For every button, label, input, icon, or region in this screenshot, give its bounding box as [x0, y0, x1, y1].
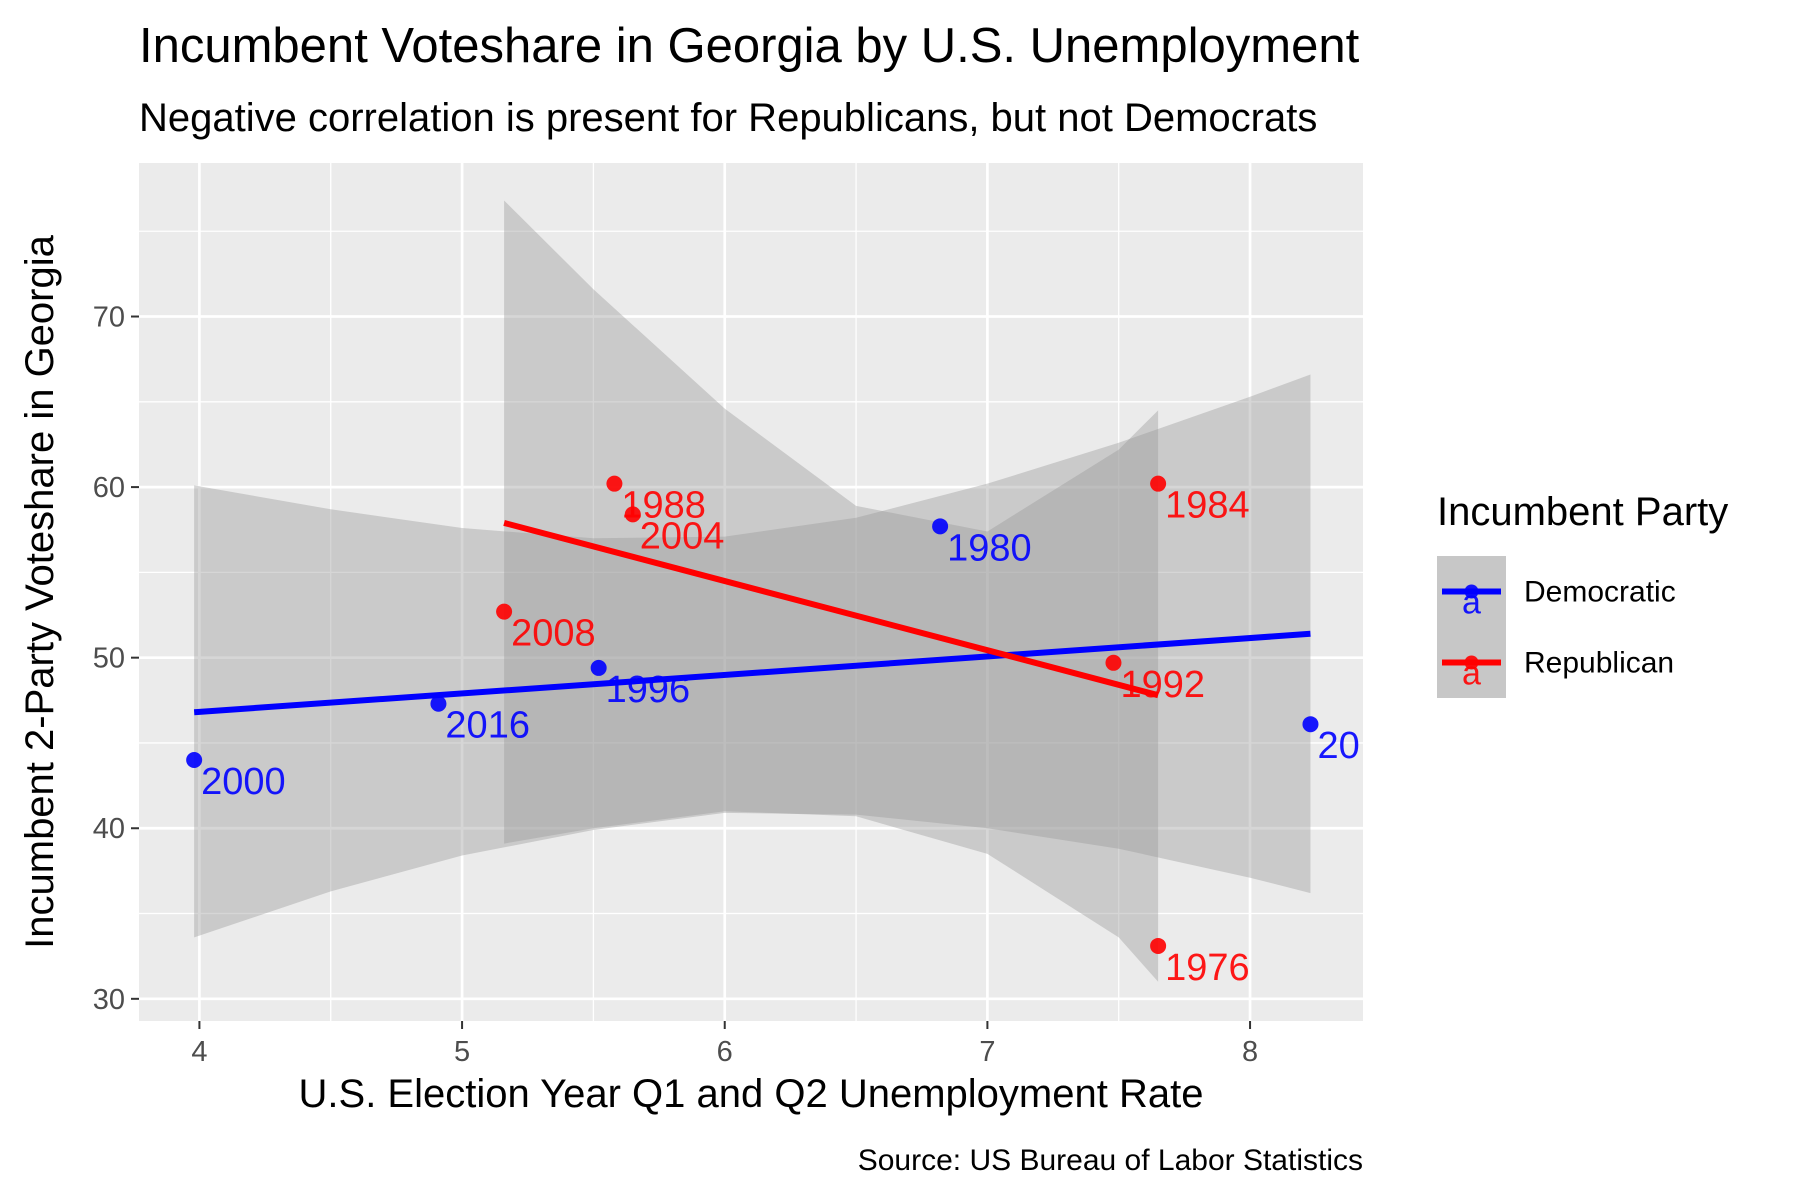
legend-title: Incumbent Party [1437, 490, 1728, 534]
republican-point-2004 [624, 506, 641, 523]
x-axis: 4 5 6 7 8 [191, 1021, 1258, 1068]
legend-point-republican [1464, 655, 1479, 670]
y-axis: 30 40 50 60 70 [93, 302, 139, 1016]
republican-point-label-2008: 2008 [511, 613, 596, 655]
democratic-point-label-1980: 1980 [947, 527, 1032, 569]
democratic-point-label-20: 20 [1317, 725, 1359, 767]
legend-label-republican: Republican [1524, 647, 1674, 680]
data-points [186, 475, 1319, 954]
x-tick-label: 8 [1242, 1036, 1258, 1068]
legend-key-background [1437, 556, 1506, 698]
democratic-point-1996 [590, 659, 607, 676]
legend-label-democratic: Democratic [1524, 576, 1676, 609]
legend-glyph-democratic: a [1462, 584, 1481, 622]
republican-point-label-1984: 1984 [1165, 485, 1250, 527]
y-axis-title: Incumbent 2-Party Voteshare in Georgia [18, 234, 62, 948]
democratic-confidence-ribbon [194, 374, 1311, 938]
democratic-fit-line [193, 630, 1311, 716]
democratic-point-label-2000: 2000 [201, 761, 286, 803]
plot-panel [139, 163, 1363, 1021]
legend-point-democratic [1464, 584, 1479, 599]
confidence-ribbons [194, 200, 1311, 982]
y-tick-label: 70 [93, 302, 125, 334]
y-tick-label: 60 [93, 472, 125, 504]
legend: Incumbent Party a Democratic a Republican [1437, 490, 1728, 698]
republican-point-label-2004: 2004 [640, 515, 725, 557]
x-tick-label: 7 [979, 1036, 995, 1068]
republican-fit-line [503, 520, 1159, 699]
chart-caption: Source: US Bureau of Labor Statistics [858, 1144, 1363, 1177]
y-tick-label: 50 [93, 643, 125, 675]
democratic-point-2000 [186, 752, 203, 769]
republican-point-label-1976: 1976 [1165, 947, 1250, 989]
legend-glyph-republican: a [1462, 655, 1481, 693]
grid-minor [139, 163, 1363, 1021]
republican-point-1988 [606, 475, 623, 492]
fit-lines [193, 520, 1311, 716]
chart-subtitle: Negative correlation is present for Repu… [139, 96, 1317, 140]
republican-point-label-1992: 1992 [1120, 664, 1205, 706]
republican-point-1992 [1105, 654, 1122, 671]
republican-confidence-ribbon [504, 200, 1159, 982]
republican-point-label-1988: 1988 [621, 485, 706, 527]
democratic-point-label-1996: 1996 [606, 669, 691, 711]
democratic-point-20 [1302, 716, 1319, 733]
republican-point-1984 [1150, 475, 1167, 492]
grid-major [139, 163, 1363, 1021]
chart-title: Incumbent Voteshare in Georgia by U.S. U… [139, 19, 1360, 73]
republican-point-2008 [496, 603, 513, 620]
y-tick-label: 30 [93, 984, 125, 1016]
democratic-point-label-2016: 2016 [445, 705, 530, 747]
democratic-point-1980 [932, 518, 949, 535]
x-axis-title: U.S. Election Year Q1 and Q2 Unemploymen… [299, 1072, 1204, 1116]
x-tick-label: 6 [717, 1036, 733, 1068]
democratic-point-2016 [430, 695, 447, 712]
republican-point-1976 [1150, 937, 1167, 954]
x-tick-label: 4 [191, 1036, 207, 1068]
y-tick-label: 40 [93, 813, 125, 845]
x-tick-label: 5 [454, 1036, 470, 1068]
